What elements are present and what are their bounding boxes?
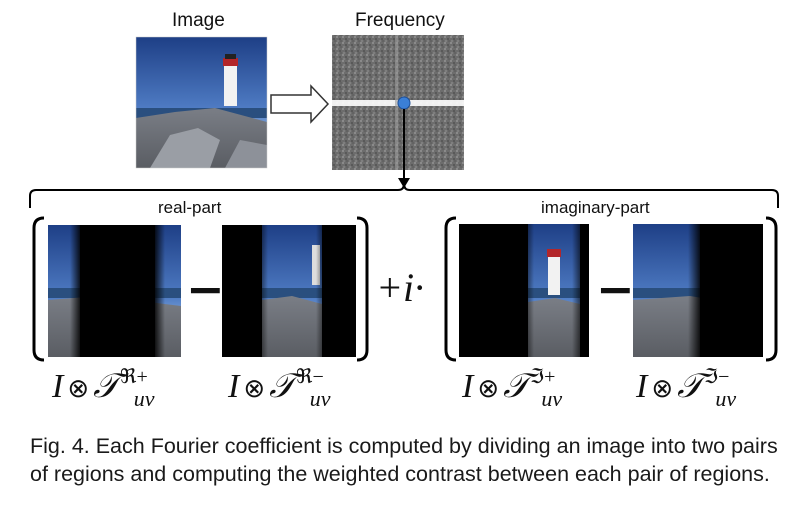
figure-caption: Fig. 4. Each Fourier coefficient is comp… (30, 434, 778, 486)
real-minus-region-image (222, 225, 356, 357)
imag-minus-sign: − (596, 262, 635, 316)
lighthouse-image (136, 37, 267, 168)
real-minus-sign: − (186, 262, 225, 316)
brace (29, 183, 779, 208)
real-part-label: real-part (158, 198, 222, 217)
imag-plus-region-image (459, 224, 589, 357)
plus-i-operator: +i· (376, 265, 425, 310)
frequency-spectrum (332, 35, 464, 170)
imaginary-part-label: imaginary-part (541, 198, 650, 217)
formula-real-plus: I ⊗ 𝒯ℜ+uv (52, 366, 155, 411)
arrow-down-icon (398, 178, 410, 188)
formula-imag-plus: I ⊗ 𝒯ℑ+uv (462, 366, 563, 411)
real-plus-region-image (48, 225, 181, 357)
formula-imag-minus: I ⊗ 𝒯ℑ−uv (636, 366, 737, 411)
imag-minus-region-image (633, 224, 763, 357)
hollow-arrow-icon (270, 84, 330, 124)
image-label: Image (172, 10, 225, 31)
frequency-label: Frequency (355, 10, 445, 31)
figure-graphics (29, 35, 779, 362)
formula-real-minus: I ⊗ 𝒯ℜ−uv (228, 366, 331, 411)
